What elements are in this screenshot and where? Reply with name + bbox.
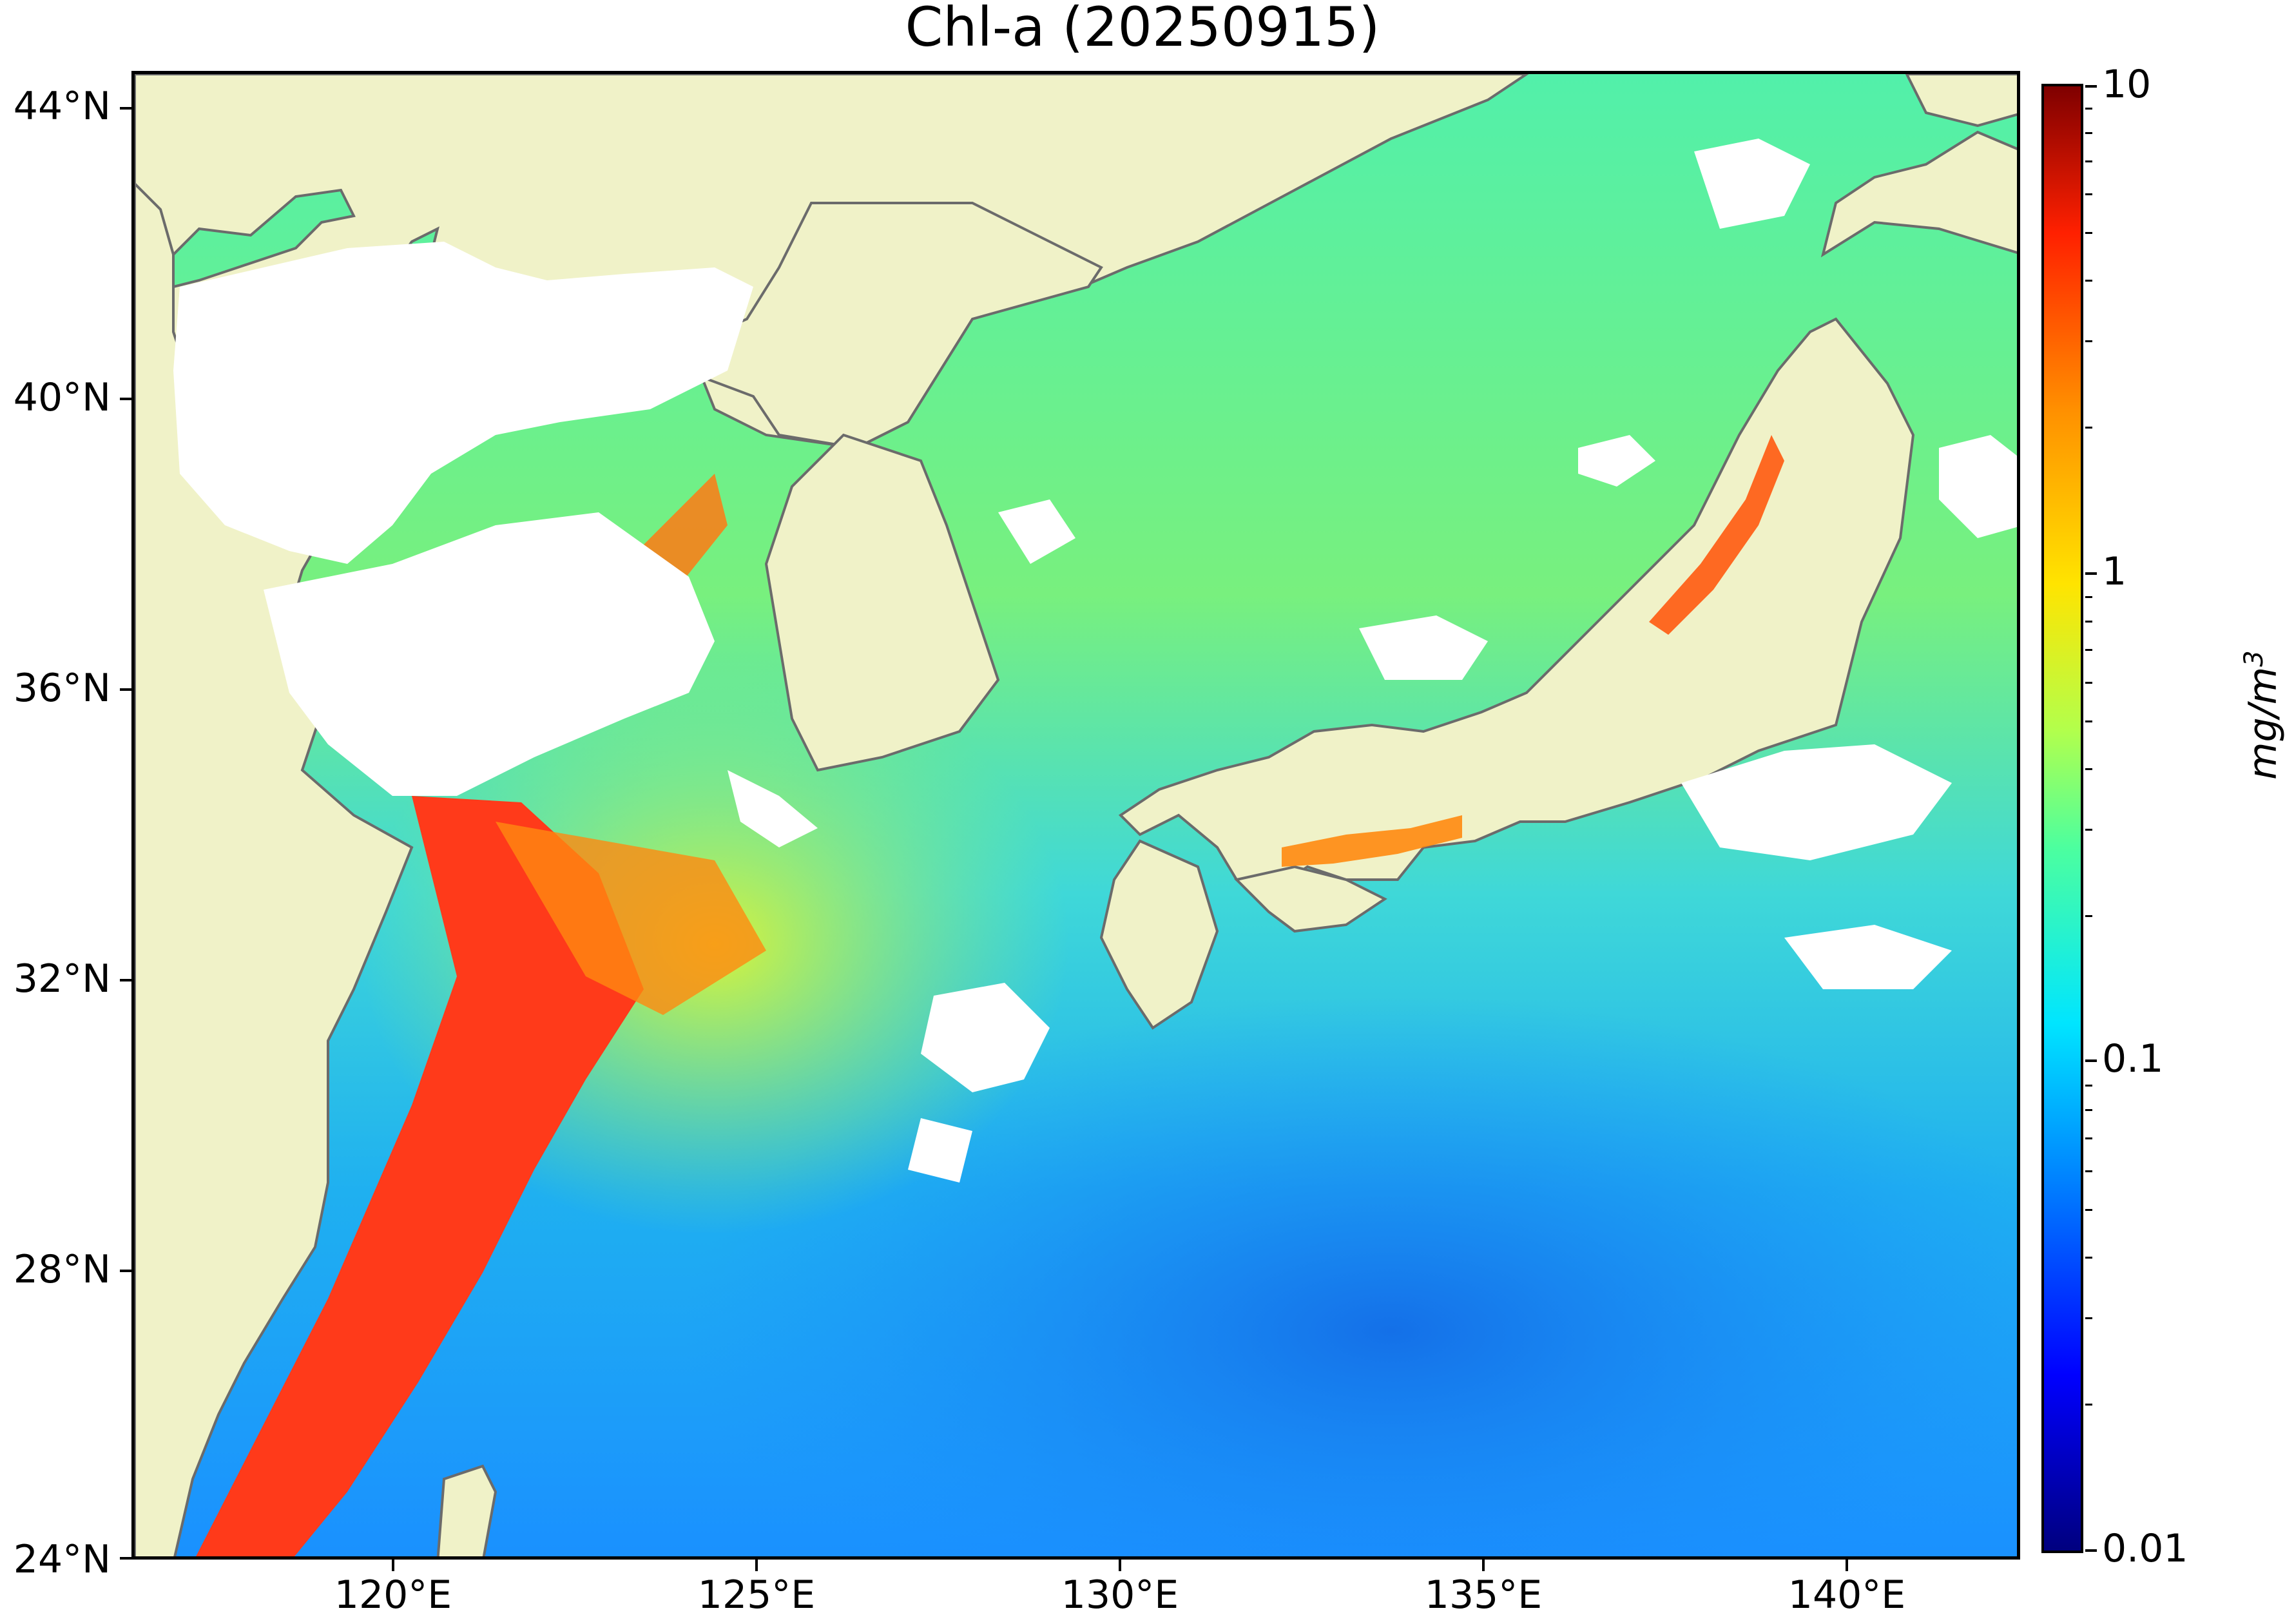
- lat-label-32: 32°N: [13, 956, 111, 1001]
- lon-tick: [392, 1560, 394, 1571]
- lon-label-135: 135°E: [1424, 1572, 1543, 1618]
- land-japan-shikoku: [1234, 865, 1387, 933]
- colorbar-minor-tick: [2085, 596, 2092, 598]
- open-ocean-low-chl: [682, 996, 2017, 1556]
- lat-label-28: 28°N: [13, 1247, 111, 1292]
- land-korean-peninsula: [764, 433, 1000, 772]
- lon-tick: [1119, 1560, 1121, 1571]
- colorbar-major-tick: [2085, 1549, 2097, 1552]
- colorbar-minor-tick: [2085, 280, 2092, 282]
- colorbar-minor-tick: [2085, 621, 2092, 623]
- land-japan-kyushu: [1099, 839, 1219, 1030]
- lon-tick: [755, 1560, 758, 1571]
- lon-tick: [1846, 1560, 1848, 1571]
- land-japan-hokkaido: [1820, 130, 2017, 258]
- colorbar-minor-tick: [2085, 1109, 2092, 1111]
- colorbar-minor-tick: [2085, 108, 2092, 110]
- japan-coast-high-chl: [1649, 435, 1784, 635]
- colorbar-minor-tick: [2085, 720, 2092, 722]
- colorbar-minor-tick: [2085, 649, 2092, 651]
- china-coast-high-chl: [196, 796, 644, 1556]
- lat-tick: [120, 688, 131, 691]
- colorbar-minor-tick: [2085, 1317, 2092, 1319]
- map-svg: [135, 74, 2017, 1556]
- land-japan-honshu: [1118, 317, 1915, 894]
- colorbar-label-0.1: 0.1: [2102, 1036, 2164, 1081]
- lon-tick: [1482, 1560, 1485, 1571]
- colorbar-label-0.01: 0.01: [2102, 1526, 2188, 1571]
- colorbar-minor-tick: [2085, 768, 2092, 770]
- colorbar-minor-tick: [2085, 829, 2092, 831]
- colorbar-label-1: 1: [2102, 549, 2127, 594]
- lat-label-40: 40°N: [13, 375, 111, 420]
- seto-inland-sea-high-chl: [1282, 815, 1462, 867]
- colorbar: [2041, 84, 2083, 1553]
- colorbar-minor-tick: [2085, 915, 2092, 917]
- land-sakhalin: [1905, 74, 2017, 128]
- colorbar-minor-tick: [2085, 193, 2092, 195]
- colorbar-minor-tick: [2085, 1170, 2092, 1172]
- lon-label-130: 130°E: [1061, 1572, 1179, 1618]
- lon-label-120: 120°E: [334, 1572, 452, 1618]
- lat-tick: [120, 979, 131, 981]
- lon-label-125: 125°E: [697, 1572, 816, 1618]
- colorbar-minor-tick: [2085, 232, 2092, 234]
- land-taiwan: [436, 1464, 497, 1556]
- colorbar-minor-tick: [2085, 160, 2092, 162]
- chlorophyll-map: [131, 71, 2020, 1560]
- no-data-clouds: [173, 139, 2017, 1183]
- colorbar-minor-tick: [2085, 1085, 2092, 1087]
- colorbar-minor-tick: [2085, 1137, 2092, 1139]
- colorbar-minor-tick: [2085, 1257, 2092, 1259]
- colorbar-major-tick: [2085, 1059, 2097, 1062]
- colorbar-label-10: 10: [2102, 62, 2152, 107]
- lat-tick: [120, 1270, 131, 1272]
- colorbar-minor-tick: [2085, 427, 2092, 429]
- colorbar-unit-label: mg/m3: [2239, 650, 2285, 780]
- colorbar-minor-tick: [2085, 1209, 2092, 1211]
- map-title: Chl-a (20250915): [905, 0, 1380, 59]
- colorbar-unit-text: mg/m: [2241, 666, 2285, 780]
- colorbar-major-tick: [2085, 85, 2097, 88]
- lat-label-24: 24°N: [13, 1537, 111, 1582]
- colorbar-minor-tick: [2085, 682, 2092, 684]
- lon-label-140: 140°E: [1788, 1572, 1906, 1618]
- colorbar-minor-tick: [2085, 340, 2092, 342]
- lat-label-36: 36°N: [13, 666, 111, 711]
- colorbar-unit-exponent: 3: [2239, 650, 2269, 667]
- colorbar-minor-tick: [2085, 132, 2092, 134]
- colorbar-major-tick: [2085, 572, 2097, 575]
- lat-tick: [120, 107, 131, 110]
- lat-tick: [120, 398, 131, 400]
- yangtze-plume: [496, 822, 766, 1015]
- lat-label-44: 44°N: [13, 84, 111, 129]
- lat-tick: [120, 1557, 131, 1560]
- colorbar-minor-tick: [2085, 1404, 2092, 1406]
